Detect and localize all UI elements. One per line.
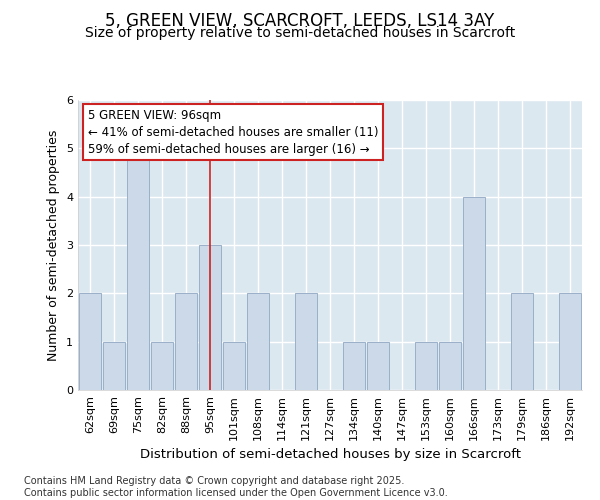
Bar <box>415 342 437 390</box>
Y-axis label: Number of semi-detached properties: Number of semi-detached properties <box>47 130 61 360</box>
Bar <box>463 196 485 390</box>
Bar <box>151 342 173 390</box>
Text: Size of property relative to semi-detached houses in Scarcroft: Size of property relative to semi-detach… <box>85 26 515 40</box>
Bar <box>199 245 221 390</box>
Text: 5 GREEN VIEW: 96sqm
← 41% of semi-detached houses are smaller (11)
59% of semi-d: 5 GREEN VIEW: 96sqm ← 41% of semi-detach… <box>88 108 379 156</box>
Bar <box>175 294 197 390</box>
Bar <box>439 342 461 390</box>
Text: 5, GREEN VIEW, SCARCROFT, LEEDS, LS14 3AY: 5, GREEN VIEW, SCARCROFT, LEEDS, LS14 3A… <box>106 12 494 30</box>
Bar <box>367 342 389 390</box>
Text: Contains HM Land Registry data © Crown copyright and database right 2025.
Contai: Contains HM Land Registry data © Crown c… <box>24 476 448 498</box>
Bar <box>127 148 149 390</box>
Bar <box>511 294 533 390</box>
Bar <box>79 294 101 390</box>
Bar <box>343 342 365 390</box>
Bar <box>103 342 125 390</box>
X-axis label: Distribution of semi-detached houses by size in Scarcroft: Distribution of semi-detached houses by … <box>139 448 521 461</box>
Bar <box>559 294 581 390</box>
Bar <box>247 294 269 390</box>
Bar <box>223 342 245 390</box>
Bar <box>295 294 317 390</box>
